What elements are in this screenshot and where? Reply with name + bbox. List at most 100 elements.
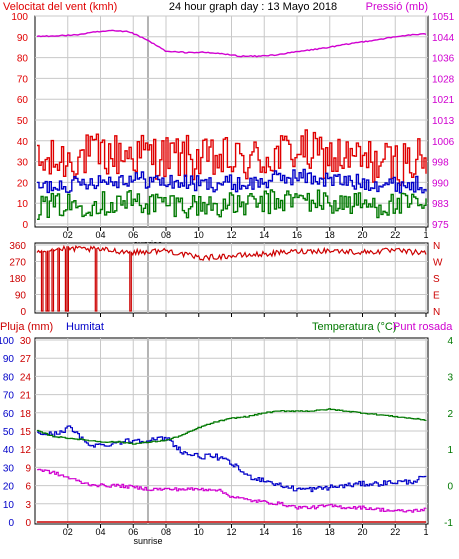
p2-y-tick-label: 90 [15,291,27,302]
p2-y-tick-label: 360 [9,241,26,252]
p1-y-right-tick-label: 998 [432,158,449,169]
p1-y-tick-label: 50 [17,116,29,127]
p3-x-tick-label: 12 [226,527,236,537]
p2-y-tick-label: 180 [9,274,26,285]
wind-speed-title: Velocitat del vent (kmh) [3,1,117,13]
p1-x-tick-label: 20 [357,230,367,240]
p3-humidity-tick-label: 90 [3,354,15,365]
pressure-title: Pressió (mb) [366,1,428,13]
p2-y-right-tick-label: E [433,291,440,302]
p3-x-tick-label: 08 [161,527,171,537]
p1-y-tick-label: 0 [22,220,28,231]
p3-temp-tick-label: 2 [447,409,453,420]
p3-rain-tick-label: 9 [25,463,31,474]
p3-x-tick-label: 02 [63,527,73,537]
p3-x-tick-label: 1 [423,527,428,537]
p1-y-right-tick-label: 1028 [432,74,455,85]
p1-x-tick-label: 12 [226,230,236,240]
p1-x-tick-label: 10 [194,230,204,240]
p1-y-right-tick-label: 975 [432,220,449,231]
p3-rain-tick-label: 3 [25,500,31,511]
p1-y-tick-label: 30 [17,158,29,169]
p1-y-tick-label: 90 [17,33,29,44]
p1-x-tick-label: 14 [259,230,269,240]
p1-x-tick-label: 1 [423,230,428,240]
humidity-title: Humitat [66,321,104,333]
p1-y-right-tick-label: 983 [432,199,449,210]
p3-x-tick-label: 04 [95,527,105,537]
p3-rain-tick-label: 24 [20,372,32,383]
p3-x-tick-label: 10 [194,527,204,537]
p1-y-right-tick-label: 990 [432,178,449,189]
series-punt-rosada [37,468,427,513]
p2-y-right-tick-label: W [433,258,443,269]
p1-y-tick-label: 70 [17,74,29,85]
p3-rain-tick-label: 6 [25,482,31,493]
p1-x-tick-label: 08 [161,230,171,240]
p2-y-tick-label: 0 [20,307,26,318]
p3-rain-tick-label: 18 [20,409,32,420]
p3-humidity-tick-label: 30 [3,463,15,474]
p3-x-tick-label: 20 [357,527,367,537]
p2-y-tick-label: 270 [9,258,26,269]
p3-x-tick-label: 14 [259,527,269,537]
p3-rain-tick-label: 30 [20,336,32,347]
p1-y-right-tick-label: 1013 [432,116,455,127]
p2-y-right-tick-label: N [433,241,440,252]
p1-y-right-tick-label: 1044 [432,33,455,44]
p3-temp-tick-label: 4 [447,336,453,347]
p3-humidity-tick-label: 0 [8,518,14,529]
p1-y-tick-label: 80 [17,54,29,65]
p1-y-tick-label: 20 [17,178,29,189]
p3-humidity-tick-label: 60 [3,409,15,420]
p3-humidity-tick-label: 20 [3,482,15,493]
p1-y-right-tick-label: 1051 [432,12,455,23]
p1-x-tick-label: 06 [128,230,138,240]
p3-temp-tick-label: 3 [447,372,453,383]
wind-series-low [37,189,427,221]
p3-rain-tick-label: 21 [20,391,32,402]
wind-direction-series [36,244,427,312]
p3-x-tick-label: 16 [292,527,302,537]
p3-rain-tick-label: 12 [20,445,32,456]
p3-rain-tick-label: 0 [25,518,31,529]
p1-y-tick-label: 60 [17,95,29,106]
p2-y-right-tick-label: N [433,307,440,318]
p3-humidity-tick-label: 80 [3,372,15,383]
p1-y-right-tick-label: 1021 [432,95,455,106]
p1-x-tick-label: 04 [95,230,105,240]
temp-humidity-panel: 02 04 06 08 10 12 14 16 18 20 22 1sunrise0102030405… [0,336,453,546]
p1-y-tick-label: 100 [11,12,28,23]
p1-x-tick-label: 16 [292,230,302,240]
wind-series-gust [37,129,427,186]
p1-x-tick-label: 22 [390,230,400,240]
p1-y-right-tick-label: 1006 [432,137,455,148]
p3-temp-tick-label: -1 [444,518,453,529]
p1-y-right-tick-label: 1036 [432,54,455,65]
p1-y-tick-label: 40 [17,137,29,148]
graph-title: 24 hour graph day : 13 Mayo 2018 [169,1,337,13]
p3-temp-tick-label: 0 [447,482,453,493]
pressure-series [36,29,427,58]
dewpoint-title: Punt rosada [393,321,453,333]
p3-rain-tick-label: 15 [20,427,32,438]
p3-x-tick-label: 22 [390,527,400,537]
p1-y-tick-label: 10 [17,199,29,210]
p3-humidity-tick-label: 50 [3,427,15,438]
p3-sunrise-label: sunrise [133,536,162,546]
series-humitat [37,425,427,493]
p3-temp-tick-label: 1 [447,445,453,456]
p3-x-tick-label: 06 [128,527,138,537]
p3-humidity-tick-label: 100 [0,336,14,347]
p1-x-tick-label: 18 [325,230,335,240]
p2-y-right-tick-label: S [433,274,440,285]
p3-humidity-tick-label: 70 [3,391,15,402]
p3-humidity-tick-label: 10 [3,500,15,511]
rain-title: Pluja (mm) [0,321,53,333]
p3-rain-tick-label: 27 [20,354,32,365]
wind-pressure-panel: 02040608101214161820221sunrise0102030405… [11,12,454,249]
p1-x-tick-label: 02 [63,230,73,240]
